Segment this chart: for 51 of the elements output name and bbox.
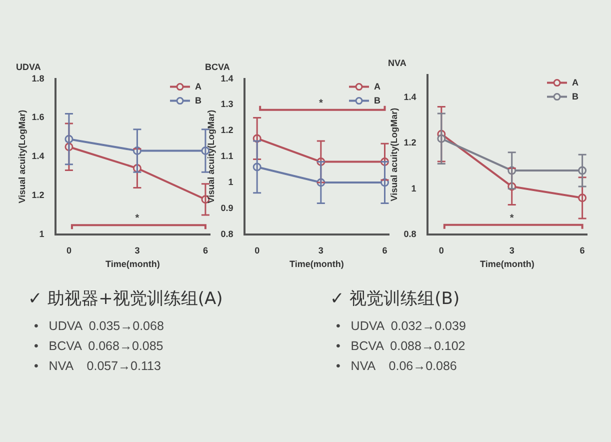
x-tick-label: 3 [134, 245, 140, 256]
text: • NVA 0.057→0.113 [34, 358, 162, 375]
annotation: * [318, 98, 323, 109]
y-tick-label: 1 [411, 183, 416, 194]
annotation: * [510, 212, 514, 224]
x-axis-title: Time(month) [480, 259, 534, 270]
y-tick-label: 1.4 [404, 92, 416, 102]
legend-label: A [195, 81, 202, 92]
text: ✓ 视觉训练组(B) [330, 289, 460, 309]
x-axis-title: Time(month) [289, 259, 344, 270]
text: • BCVA 0.068→0.085 [34, 338, 164, 355]
y-tick-label: 1.2 [220, 125, 234, 136]
y-tick-label: 1 [228, 177, 234, 188]
chart-title: UDVA [16, 62, 42, 72]
y-axis-title: Visual acuity(LogMar) [388, 108, 399, 202]
y-tick-label: 1.8 [32, 73, 44, 84]
y-tick-label: 0.9 [220, 202, 234, 213]
legend-label: B [195, 95, 202, 106]
x-tick-label: 0 [438, 245, 444, 256]
x-axis-title: Time(month) [105, 259, 160, 270]
x-tick-label: 0 [66, 245, 72, 256]
x-tick-label: 6 [580, 245, 585, 256]
y-tick-label: 0.8 [404, 228, 416, 239]
y-axis-title: Visual acuity(LogMar) [206, 110, 216, 204]
legend-label: B [572, 91, 579, 102]
y-tick-label: 1 [39, 228, 44, 239]
legend-label: B [374, 95, 381, 106]
legend-label: A [374, 81, 381, 92]
text: • UDVA 0.035→0.068 [34, 318, 165, 335]
y-tick-label: 0.8 [220, 228, 234, 239]
y-tick-label: 1.2 [404, 138, 416, 148]
y-tick-label: 1.4 [32, 151, 44, 162]
x-tick-label: 6 [382, 245, 388, 256]
y-tick-label: 1.6 [32, 112, 44, 122]
x-tick-label: 3 [509, 245, 514, 256]
x-tick-label: 6 [202, 245, 208, 256]
x-tick-label: 0 [254, 245, 260, 256]
text: • UDVA 0.032→0.039 [336, 318, 466, 335]
y-tick-label: 1.4 [220, 73, 234, 84]
text: ✓ 助视器+视觉训练组(A) [28, 289, 223, 309]
text: • NVA 0.06→0.086 [336, 358, 458, 375]
y-axis-title: Visual acuity(LogMar) [16, 110, 27, 204]
chart-title: NVA [388, 58, 407, 68]
y-tick-label: 1.3 [220, 99, 234, 110]
legend-label: A [572, 77, 579, 88]
chart-title: BCVA [205, 62, 230, 72]
text: • BCVA 0.088→0.102 [336, 338, 466, 355]
y-tick-label: 1.1 [220, 151, 234, 162]
x-tick-label: 3 [318, 245, 324, 256]
y-tick-label: 1.2 [32, 190, 44, 200]
annotation: * [135, 213, 140, 224]
